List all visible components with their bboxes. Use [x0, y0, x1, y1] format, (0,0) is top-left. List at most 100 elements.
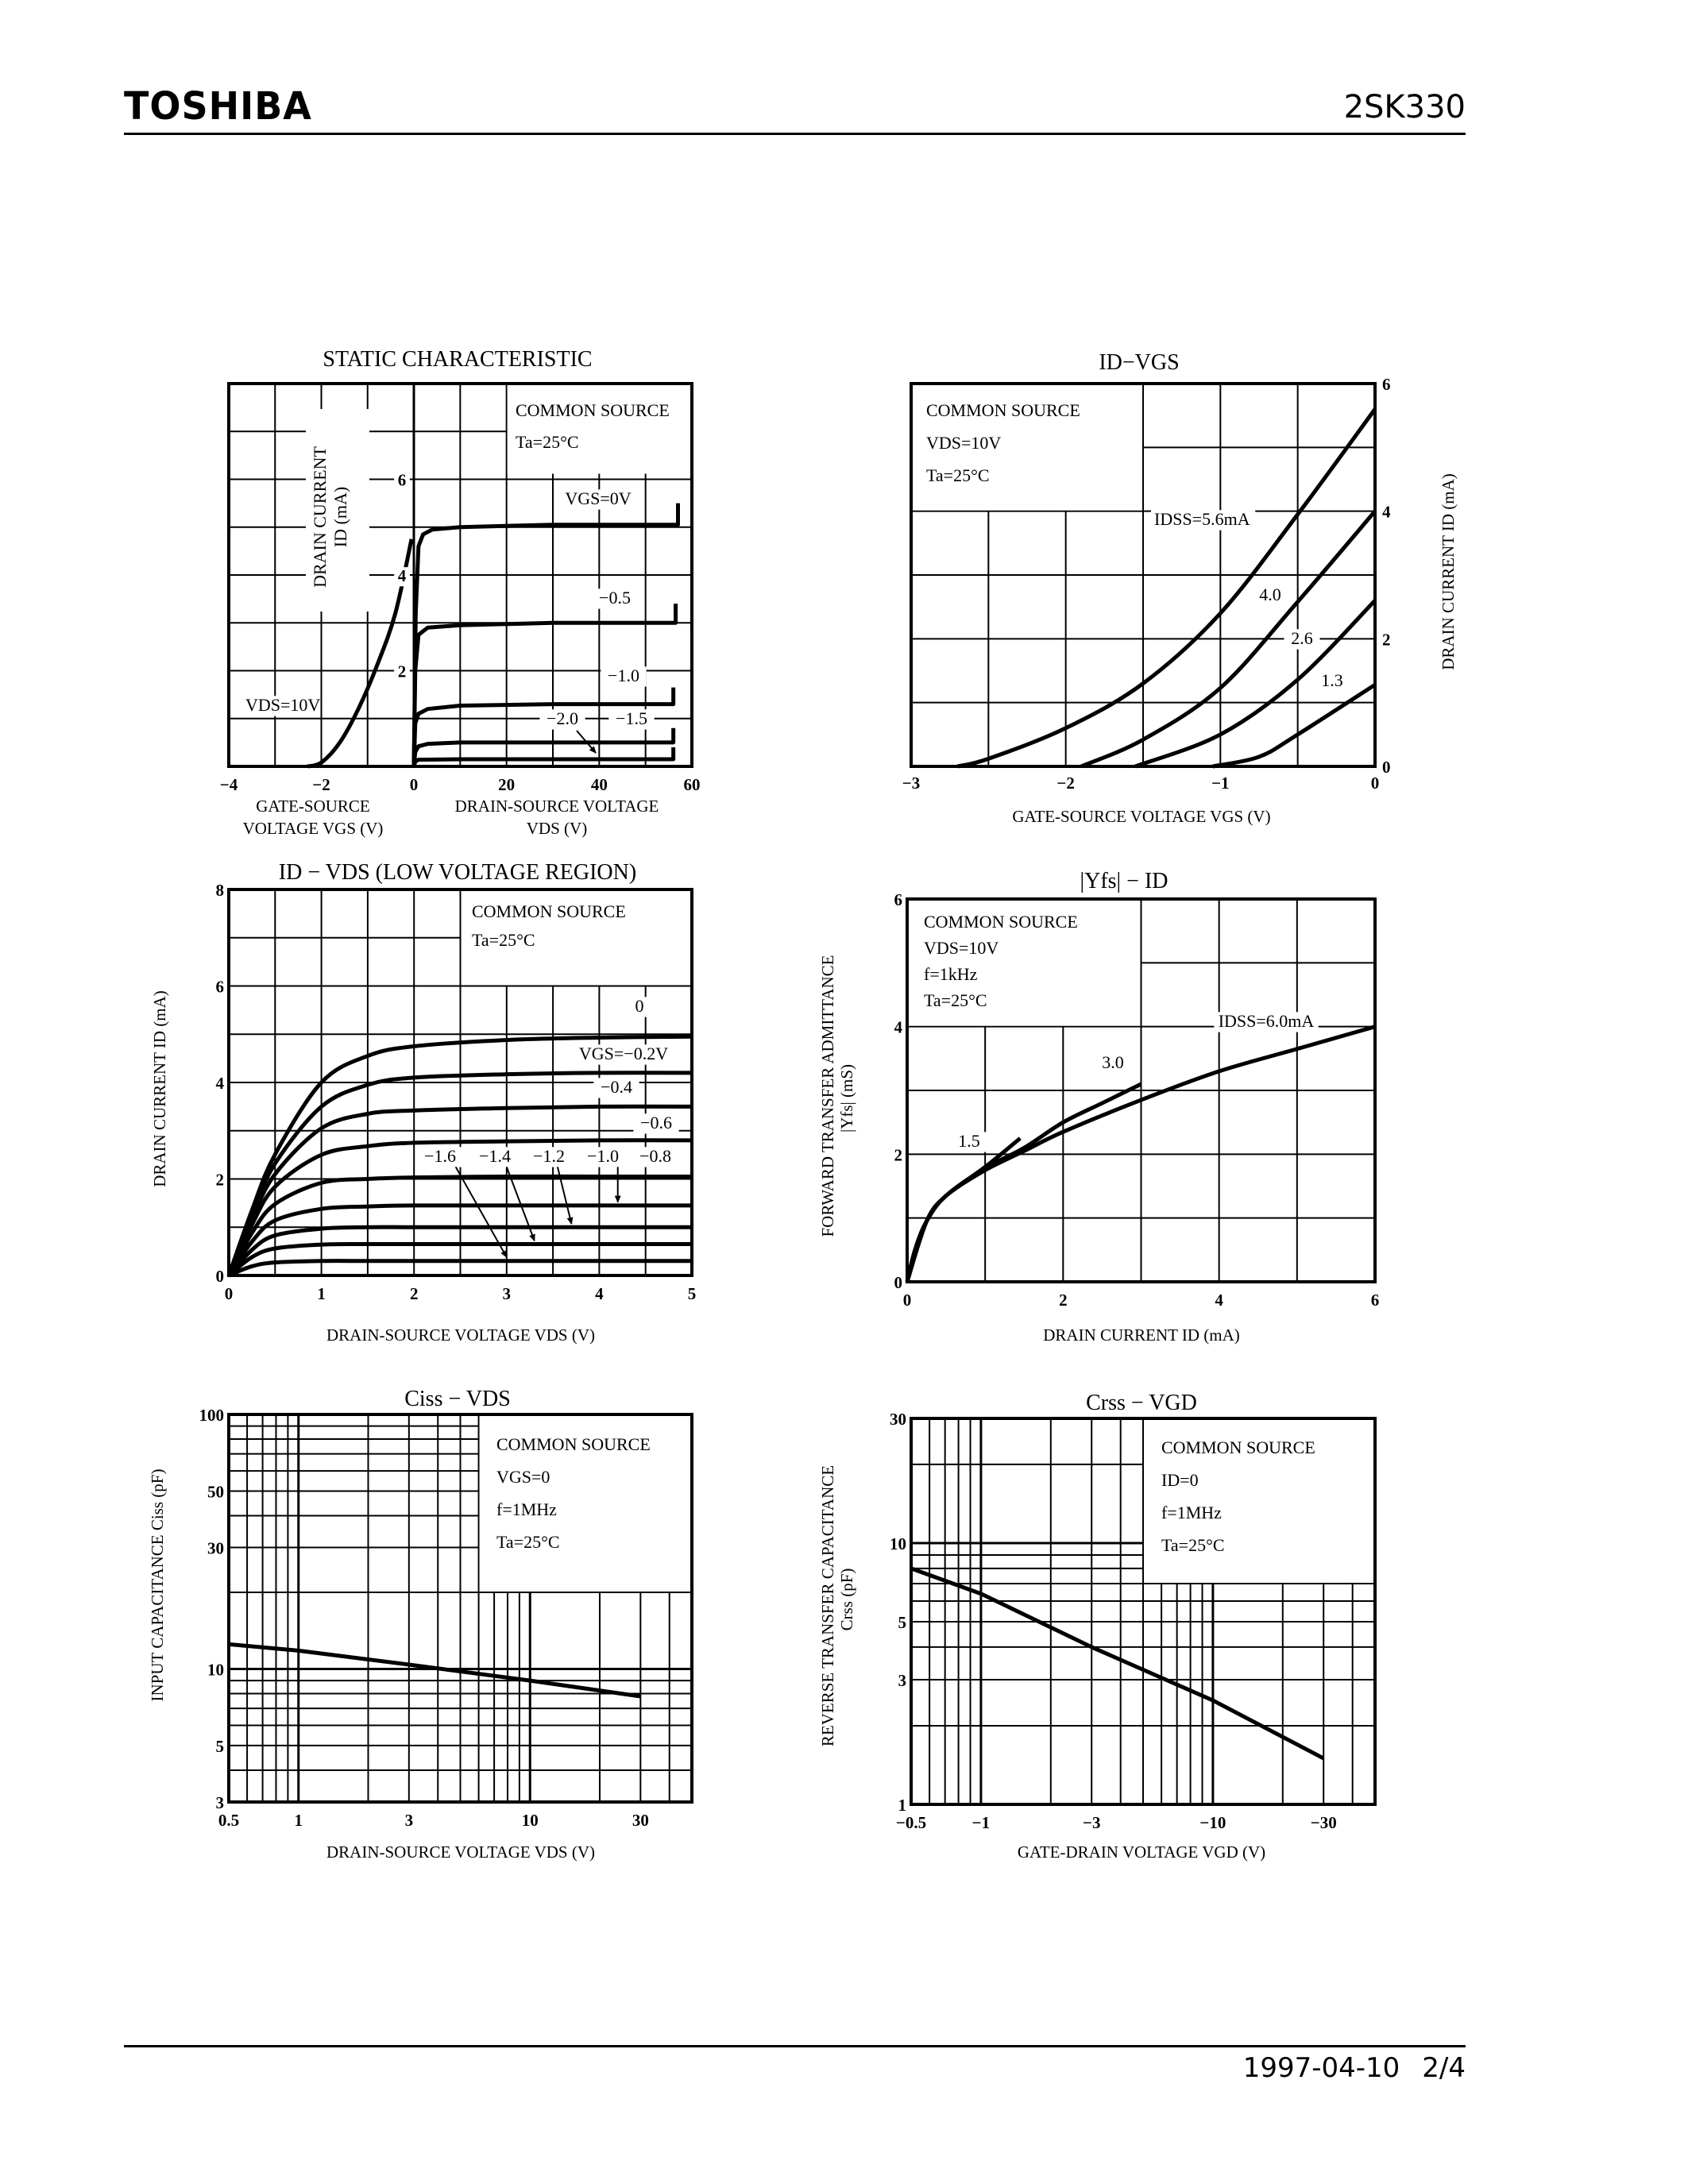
series-label-bg: [580, 1147, 626, 1167]
chart-ciss-vds: Ciss − VDS 3 5 10 30 50 100 0.5 1 3 10 30 DRAIN-SOUR…: [148, 1387, 693, 1862]
condition-text: COMMON SOURCE: [496, 1434, 651, 1454]
output-curve: [226, 1104, 693, 1276]
series-label: −1.4: [479, 1146, 511, 1166]
conditions-box: [479, 1415, 691, 1592]
y-axis-label: FORWARD TRANSFER ADMITTANCE: [818, 955, 837, 1237]
series-label-bg: [1252, 585, 1288, 606]
x-tick-label: −0.5: [896, 1813, 926, 1832]
condition-text: f=1MHz: [496, 1499, 557, 1519]
condition-text: ID=0: [1161, 1470, 1199, 1490]
y-tick-label: 30: [890, 1410, 906, 1429]
series-label-bg: [539, 709, 585, 730]
y-tick-label: 10: [890, 1534, 906, 1553]
condition-text: VDS=10V: [924, 938, 999, 958]
plot-frame: [227, 888, 693, 1277]
y-tick-label: 3: [898, 1671, 907, 1690]
output-curve: [411, 503, 680, 767]
series-label-bg: [242, 696, 318, 716]
condition-text: VGS=0: [496, 1467, 550, 1487]
plot-frame: [910, 1417, 1377, 1806]
condition-text: Ta=25°C: [516, 432, 579, 452]
series-label: 1.5: [958, 1131, 980, 1151]
y-axis-label: DRAIN CURRENT ID (mA): [150, 990, 169, 1187]
condition-text: Ta=25°C: [496, 1532, 560, 1552]
chart-crss-vgd: Crss − VGD 1 3 5 10 30 −0.5 −1 −3 −10 −30 GATE-DRAI…: [818, 1391, 1377, 1862]
series-label: IDSS=6.0mA: [1219, 1011, 1315, 1031]
series-label-bg: [566, 489, 631, 510]
transfer-curve: [1212, 683, 1377, 769]
y-tick-label: 6: [894, 890, 903, 909]
x-tick-label: −30: [1311, 1813, 1337, 1832]
series-label-bg: [631, 997, 648, 1017]
output-curve: [227, 1241, 692, 1277]
series-label: −1.2: [533, 1146, 565, 1166]
y-tick-label: 3: [216, 1793, 225, 1812]
x-axis-label: VDS (V): [527, 819, 587, 838]
output-curve: [411, 687, 676, 767]
capacitance-line: [910, 1566, 1325, 1761]
x-tick-label: 0: [1371, 774, 1380, 793]
y-tick-label: 10: [207, 1660, 224, 1679]
x-axis-label: GATE-DRAIN VOLTAGE VGD (V): [1018, 1843, 1265, 1862]
x-tick-label: 0: [410, 775, 419, 794]
series-label: VGS=0V: [565, 488, 631, 508]
condition-text: f=1MHz: [1161, 1503, 1222, 1522]
x-tick-label: −10: [1199, 1813, 1226, 1832]
condition-text: COMMON SOURCE: [472, 901, 626, 921]
y-axis-label: DRAIN CURRENT ID (mA): [1439, 473, 1458, 670]
chart-title: ID − VDS (LOW VOLTAGE REGION): [279, 860, 636, 885]
page-number: 2/4: [1422, 2052, 1466, 2084]
y-tick-label-bg: [394, 662, 410, 682]
series-label-bg: [417, 1147, 463, 1167]
pointer-arrow: [505, 1166, 535, 1242]
output-curve: [228, 1259, 692, 1278]
series-label: 1.3: [1321, 670, 1343, 690]
plot-frame: [910, 382, 1377, 768]
condition-text: f=1kHz: [924, 964, 978, 984]
y-axis-label: ID (mA): [330, 487, 350, 547]
series-label: −1.0: [587, 1146, 619, 1166]
x-tick-label: 0: [903, 1291, 912, 1310]
x-axis-label: DRAIN CURRENT ID (mA): [1043, 1325, 1240, 1345]
y-tick-label: 6: [216, 978, 225, 997]
series-label-bg: [633, 1113, 679, 1134]
x-tick-label: 3: [405, 1811, 414, 1830]
y-tick-label: 2: [894, 1145, 903, 1164]
series-label: 3.0: [1102, 1052, 1124, 1072]
chart-title: ID−VGS: [1099, 350, 1179, 375]
y-tick-label: 5: [898, 1613, 907, 1632]
x-tick-label: −2: [1056, 774, 1074, 793]
condition-text: Ta=25°C: [924, 990, 987, 1010]
x-tick-label: 2: [1059, 1291, 1068, 1310]
output-curve: [227, 1225, 692, 1277]
y-tick-label: 2: [216, 1171, 225, 1190]
footer: 1997-04-10 2/4: [1243, 2052, 1466, 2084]
series-label-bg: [576, 1044, 671, 1065]
series-label-bg: [601, 666, 647, 687]
x-tick-label: 0.5: [218, 1811, 239, 1830]
series-label: −2.0: [547, 708, 578, 728]
chart-title: Ciss − VDS: [404, 1387, 511, 1411]
x-axis-label: DRAIN-SOURCE VOLTAGE: [455, 797, 659, 816]
series-label: −1.6: [424, 1146, 456, 1166]
y-tick-label: 30: [207, 1539, 224, 1558]
y-tick-label: 6: [398, 471, 407, 490]
series-label-bg: [1214, 1012, 1319, 1032]
output-curve: [411, 727, 676, 767]
x-axis-label: GATE-SOURCE VOLTAGE VGS (V): [1012, 807, 1270, 826]
y-axis-label: INPUT CAPACITANCE Ciss (pF): [148, 1469, 167, 1702]
pointer-arrow: [454, 1166, 508, 1258]
series-label-bg: [1151, 510, 1256, 531]
footer-rule: [124, 2045, 1466, 2047]
y-tick-label: 2: [398, 662, 407, 681]
series-label: 0: [635, 996, 644, 1016]
capacitance-line: [228, 1642, 641, 1699]
plot-frame: [227, 1413, 693, 1804]
series-label: VDS=10V: [245, 695, 320, 715]
series-label: −1.5: [616, 708, 647, 728]
conditions-box: [912, 384, 1142, 511]
x-tick-label: 20: [498, 775, 515, 794]
x-tick-label: −2: [312, 775, 330, 794]
x-tick-label: 1: [295, 1811, 303, 1830]
